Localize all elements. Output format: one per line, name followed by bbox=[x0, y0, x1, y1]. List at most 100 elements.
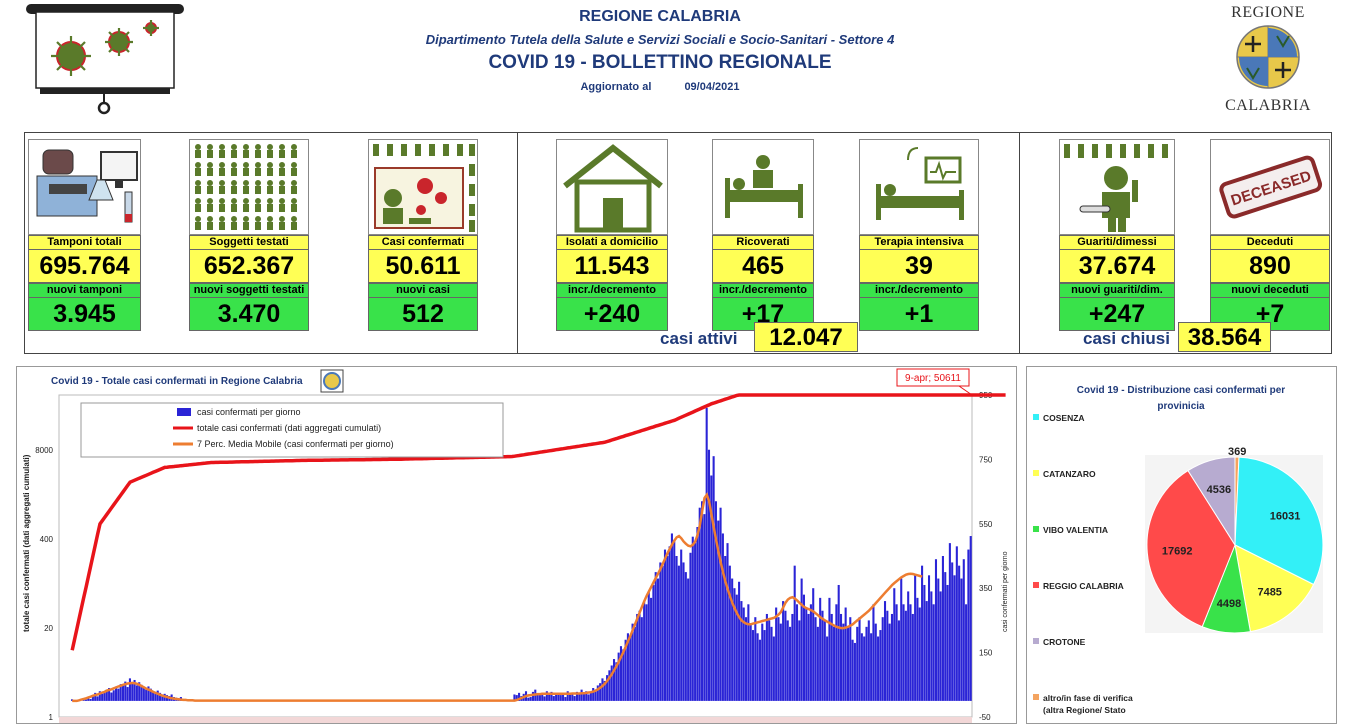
daily-bar bbox=[515, 695, 518, 701]
daily-bar bbox=[941, 556, 944, 701]
daily-bar bbox=[805, 607, 808, 701]
tile-ricoverati: Ricoverati 465 incr./decremento +17 bbox=[712, 139, 814, 331]
daily-bar bbox=[710, 475, 713, 701]
daily-bar bbox=[879, 630, 882, 701]
lab-equipment-icon bbox=[28, 139, 141, 235]
guariti-new-label: nuovi guariti/dim. bbox=[1059, 283, 1175, 298]
ricoverati-new-label: incr./decremento bbox=[712, 283, 814, 298]
pie-value-label: 4498 bbox=[1217, 598, 1241, 610]
daily-bar bbox=[881, 617, 884, 701]
daily-bar bbox=[851, 639, 854, 701]
tile-casi: Casi confermati 50.611 nuovi casi 512 bbox=[368, 139, 478, 331]
daily-bar bbox=[779, 623, 782, 701]
left-tick-label: 8000 bbox=[35, 446, 53, 455]
daily-bar bbox=[816, 626, 819, 701]
daily-bar bbox=[874, 623, 877, 701]
daily-bars bbox=[71, 407, 972, 701]
daily-bar bbox=[948, 543, 951, 701]
people-grid-icon bbox=[189, 139, 309, 235]
daily-bar bbox=[538, 695, 541, 701]
daily-bar bbox=[721, 533, 724, 701]
pie-labels: 369 16031 7485 4498 17692 4536 bbox=[1162, 446, 1300, 610]
daily-bar bbox=[724, 556, 727, 701]
daily-bar bbox=[786, 620, 789, 701]
daily-bar bbox=[115, 686, 118, 701]
daily-bar bbox=[675, 556, 678, 701]
daily-bar bbox=[98, 691, 101, 701]
daily-bar bbox=[654, 572, 657, 701]
daily-bar bbox=[826, 636, 829, 701]
legend-label: casi confermati per giorno bbox=[197, 407, 301, 417]
region-logo-bottom: CALABRIA bbox=[1225, 97, 1311, 114]
chart-title: Covid 19 - Totale casi confermati in Reg… bbox=[51, 376, 303, 387]
daily-bar bbox=[96, 696, 99, 701]
isolati-value: 11.543 bbox=[556, 250, 668, 283]
pie-value-label: 369 bbox=[1228, 446, 1246, 458]
daily-bar bbox=[680, 549, 683, 701]
pie-title-line1: Covid 19 - Distribuzione casi confermati… bbox=[1077, 385, 1285, 396]
casi-attivi-label: casi attivi bbox=[660, 329, 738, 348]
tamponi-new-value: 3.945 bbox=[28, 298, 141, 331]
right-tick-label: 750 bbox=[979, 455, 993, 464]
virus-board-logo bbox=[26, 4, 186, 116]
daily-bar bbox=[518, 692, 521, 701]
daily-bar bbox=[573, 696, 576, 701]
daily-bar bbox=[932, 604, 935, 701]
chart-title-crest-icon bbox=[320, 369, 344, 393]
daily-bar bbox=[638, 610, 641, 701]
region-crest-icon bbox=[1236, 25, 1300, 89]
daily-bar bbox=[580, 689, 583, 701]
daily-bar bbox=[562, 693, 565, 701]
daily-bar bbox=[714, 501, 717, 701]
updated-label: Aggiornato al bbox=[580, 81, 652, 93]
daily-bar bbox=[87, 697, 90, 701]
daily-bar bbox=[156, 690, 159, 701]
deceduti-new-label: nuovi deceduti bbox=[1210, 283, 1330, 298]
daily-bar bbox=[594, 689, 597, 701]
daily-bar bbox=[670, 533, 673, 701]
daily-bar bbox=[835, 604, 838, 701]
daily-bar bbox=[545, 691, 548, 701]
region-title: REGIONE CALABRIA bbox=[579, 8, 741, 25]
ricoverati-value: 465 bbox=[712, 250, 814, 283]
daily-bar bbox=[860, 633, 863, 701]
daily-bar bbox=[108, 688, 111, 701]
deceduti-label: Deceduti bbox=[1210, 235, 1330, 250]
daily-bar bbox=[513, 694, 516, 701]
daily-bar bbox=[135, 685, 138, 701]
deceduti-value: 890 bbox=[1210, 250, 1330, 283]
left-tick-label: 20 bbox=[44, 624, 53, 633]
pie-value-label: 16031 bbox=[1270, 511, 1301, 523]
daily-bar bbox=[707, 449, 711, 701]
soggetti-value: 652.367 bbox=[189, 250, 309, 283]
pie-legend-label: CATANZARO bbox=[1043, 469, 1096, 479]
daily-bar bbox=[131, 683, 134, 701]
daily-bar bbox=[775, 607, 778, 701]
daily-bar bbox=[682, 562, 685, 701]
pie-legend-swatch bbox=[1033, 414, 1039, 420]
daily-bar bbox=[856, 626, 859, 701]
tile-guariti: Guariti/dimessi 37.674 nuovi guariti/dim… bbox=[1059, 139, 1175, 331]
pie-title-line2: provinicia bbox=[1157, 401, 1205, 412]
daily-bar bbox=[615, 662, 618, 701]
casi-chiusi-value: 38.564 bbox=[1178, 322, 1271, 352]
daily-bar bbox=[749, 623, 752, 701]
tile-isolati: Isolati a domicilio 11.543 incr./decreme… bbox=[556, 139, 668, 331]
bulletin-title: COVID 19 - BOLLETTINO REGIONALE bbox=[488, 52, 832, 73]
left-tick-label: 400 bbox=[40, 535, 54, 544]
daily-bar bbox=[587, 694, 590, 701]
daily-bar bbox=[652, 584, 655, 701]
right-tick-label: -50 bbox=[979, 713, 991, 722]
legend-label: totale casi confermati (dati aggregati c… bbox=[197, 423, 381, 433]
daily-bar bbox=[640, 617, 643, 701]
daily-bar bbox=[944, 572, 947, 701]
daily-bar bbox=[126, 687, 129, 701]
daily-bar bbox=[789, 626, 792, 701]
daily-bar bbox=[893, 588, 896, 701]
daily-bar bbox=[765, 613, 768, 701]
daily-bar bbox=[907, 591, 910, 701]
daily-bar bbox=[585, 691, 588, 701]
daily-bar bbox=[529, 697, 532, 701]
daily-bar bbox=[900, 578, 903, 701]
pie-value-label: 4536 bbox=[1207, 484, 1231, 496]
